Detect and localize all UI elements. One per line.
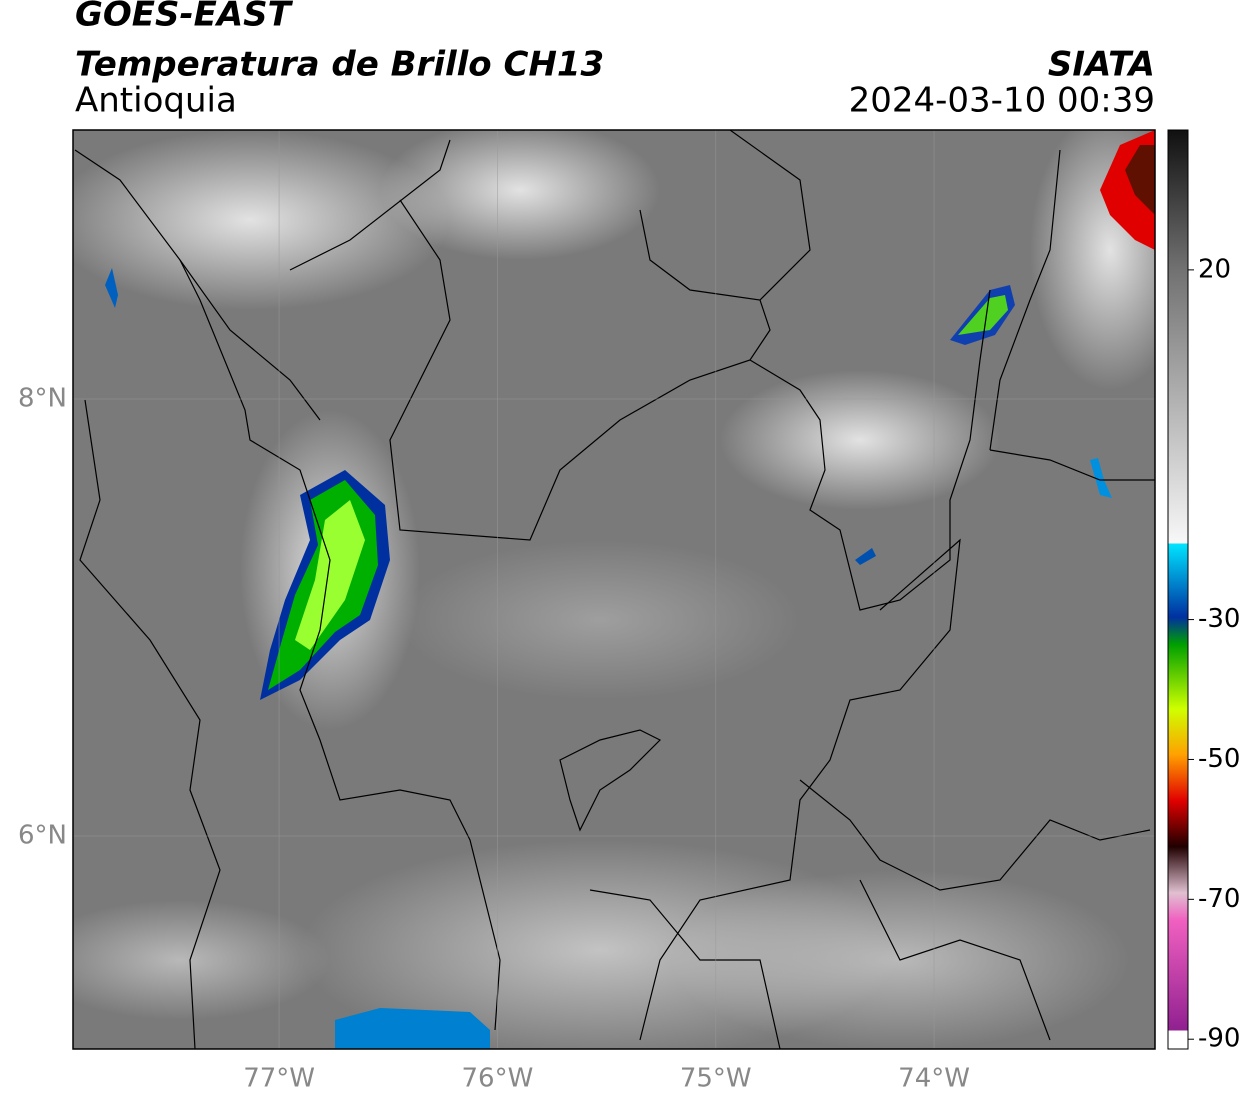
colorbar-tick-label: -50 [1198,744,1240,774]
region-label: Antioquia [75,81,237,121]
lat-tick-label: 8°N [18,383,67,413]
lon-tick-label: 74°W [898,1064,970,1094]
satellite-title: GOES-EAST [75,0,294,35]
map-frame [72,129,1156,1050]
map-area [73,130,1155,1049]
colorbar-tick-label: -70 [1198,884,1240,914]
boundaries [74,130,1155,1049]
axes: 77°W 76°W 75°W 74°W 8°N 6°N 20 -30 -50 -70 -90 [18,254,1240,1093]
colorbar-tick-label: 20 [1198,254,1231,284]
lon-tick-label: 75°W [680,1064,752,1094]
datetime-label: 2024-03-10 00:39 [849,81,1155,121]
lat-tick-label: 6°N [18,820,67,850]
convective-cells [105,130,1155,1049]
colorbar-tick-label: -30 [1198,604,1240,634]
colorbar [1167,129,1189,1050]
graticule [73,130,1155,1049]
colorbar-tick-label: -90 [1198,1024,1240,1054]
source-label: SIATA [1048,45,1155,85]
lon-tick-label: 76°W [462,1064,534,1094]
product-title: Temperatura de Brillo CH13 [75,45,604,85]
lon-tick-label: 77°W [243,1064,315,1094]
